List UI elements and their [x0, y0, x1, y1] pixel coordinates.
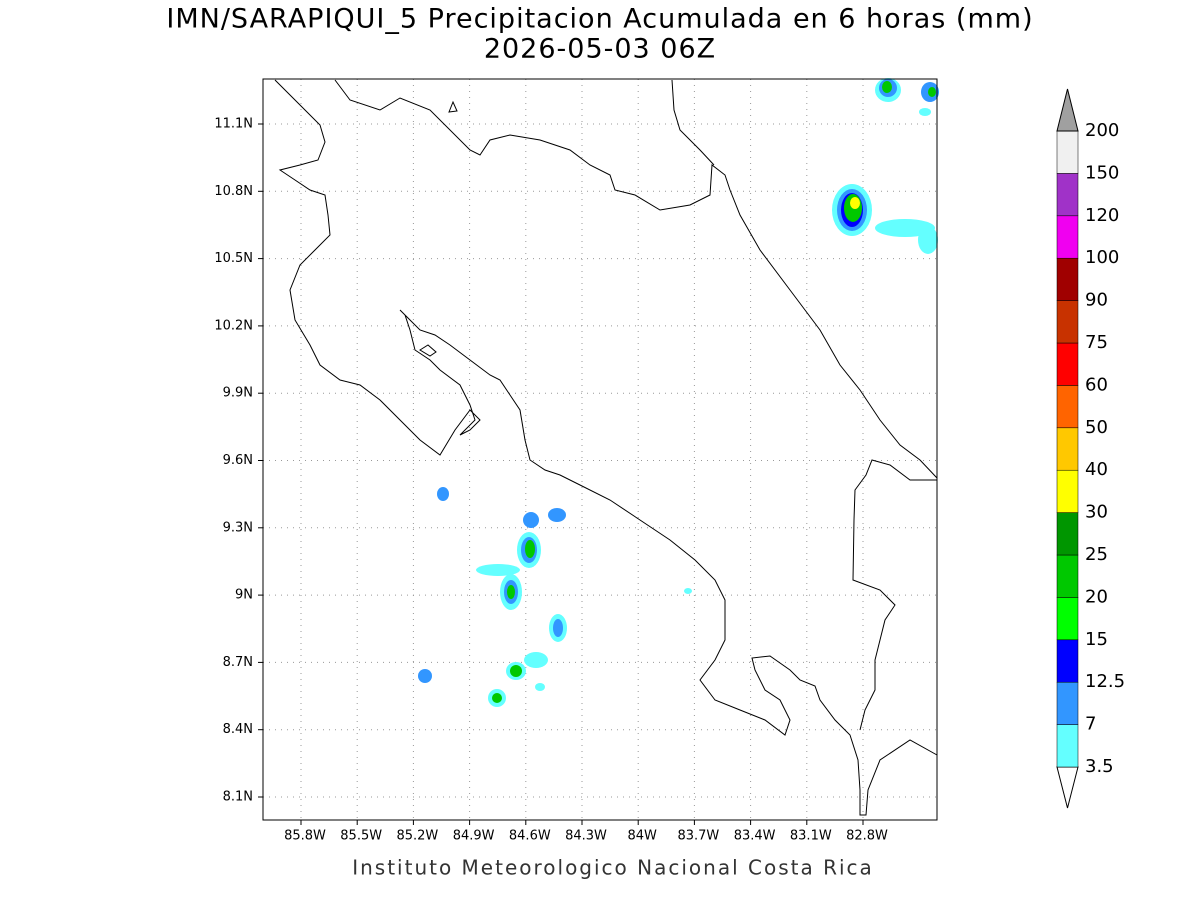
colorbar-label: 30	[1085, 502, 1108, 523]
lat-tick-label: 10.5N	[214, 251, 253, 266]
lon-tick-label: 85.2W	[396, 829, 438, 844]
colorbar-box	[1056, 512, 1079, 556]
title: IMN/SARAPIQUI_5 Precipitacion Acumulada …	[166, 4, 1033, 35]
colorbar-label: 150	[1085, 162, 1119, 183]
coastline	[274, 79, 938, 816]
colorbar-box	[1056, 639, 1079, 683]
colorbar-label: 15	[1085, 629, 1108, 650]
lon-tick-label: 85.5W	[340, 829, 382, 844]
colorbar-box	[1056, 130, 1079, 174]
colorbar: 3.5 7 12.5 15 20 25 30 40 50 60 75 90 100 120 150 200	[1056, 88, 1125, 809]
colorbar-label: 75	[1085, 332, 1108, 353]
colorbar-label: 7	[1085, 714, 1096, 735]
colorbar-end	[1056, 88, 1079, 132]
colorbar-label: 20	[1085, 586, 1108, 607]
colorbar-label: 50	[1085, 417, 1108, 438]
lon-tick-label: 85.8W	[284, 829, 326, 844]
subtitle: 2026-05-03 06Z	[484, 34, 716, 65]
colorbar-label: 90	[1085, 290, 1108, 311]
lon-tick-label: 84.9W	[453, 829, 495, 844]
lon-tick-label: 82.8W	[846, 829, 888, 844]
colorbar-box	[1056, 469, 1079, 513]
map-frame	[262, 78, 938, 821]
lat-tick-label: 8.4N	[223, 722, 253, 737]
rain-areas	[418, 78, 939, 707]
lon-tick-label: 84.3W	[565, 829, 607, 844]
colorbar-box	[1056, 257, 1079, 301]
colorbar-label: 25	[1085, 544, 1108, 565]
colorbar-box	[1056, 215, 1079, 259]
lon-tick-label: 83.7W	[677, 829, 719, 844]
colorbar-box	[1056, 427, 1079, 471]
lon-tick-label: 84W	[627, 829, 657, 844]
colorbar-box	[1056, 597, 1079, 641]
colorbar-box	[1056, 681, 1079, 725]
lat-tick-label: 9.9N	[223, 386, 253, 401]
colorbar-label: 200	[1085, 120, 1119, 141]
lon-tick-label: 83.4W	[734, 829, 776, 844]
colorbar-label: 60	[1085, 374, 1108, 395]
grid	[263, 79, 937, 820]
ticks: 85.8W 85.5W 85.2W 84.9W 84.6W 84.3W 84W 83.7W 83…	[214, 117, 888, 844]
colorbar-label: 120	[1085, 205, 1119, 226]
colorbar-box	[1056, 342, 1079, 386]
lat-tick-label: 11.1N	[214, 117, 253, 132]
colorbar-box	[1056, 554, 1079, 598]
lat-tick-label: 9.6N	[223, 453, 253, 468]
colorbar-box	[1056, 385, 1079, 429]
colorbar-label: 12.5	[1085, 671, 1125, 692]
colorbar-box	[1056, 300, 1079, 344]
lon-tick-label: 84.6W	[509, 829, 551, 844]
colorbar-label: 3.5	[1085, 756, 1114, 777]
lat-tick-label: 8.7N	[223, 655, 253, 670]
lon-tick-label: 83.1W	[790, 829, 832, 844]
lat-tick-label: 8.1N	[223, 790, 253, 805]
footer: Instituto Meteorologico Nacional Costa R…	[352, 856, 874, 880]
colorbar-label: 40	[1085, 459, 1108, 480]
colorbar-box	[1056, 173, 1079, 217]
lat-tick-label: 10.8N	[214, 184, 253, 199]
lat-tick-label: 9N	[235, 588, 253, 603]
colorbar-label: 100	[1085, 247, 1119, 268]
lat-tick-label: 9.3N	[223, 520, 253, 535]
lat-tick-label: 10.2N	[214, 318, 253, 333]
colorbar-end	[1056, 766, 1079, 809]
colorbar-box	[1056, 724, 1079, 768]
